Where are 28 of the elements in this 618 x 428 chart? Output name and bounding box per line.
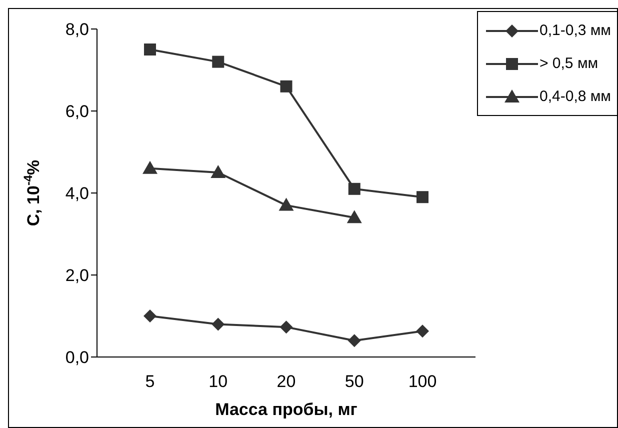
point xyxy=(212,318,225,331)
legend-label: 0,1-0,3 мм xyxy=(540,22,611,39)
x-tick-label: 50 xyxy=(344,372,364,392)
y-tick-label: 8,0 xyxy=(65,20,89,40)
x-tick-label: 20 xyxy=(276,372,296,392)
y-tick-label: 4,0 xyxy=(65,184,89,204)
point xyxy=(280,320,293,334)
y-tick-label: 0,0 xyxy=(65,348,89,368)
point xyxy=(280,80,292,92)
point xyxy=(142,160,158,174)
point xyxy=(348,182,360,195)
point xyxy=(144,44,156,56)
x-tick-label: 100 xyxy=(408,372,437,392)
point xyxy=(212,56,224,68)
point xyxy=(346,210,362,224)
point xyxy=(416,191,428,204)
y-tick-label: 6,0 xyxy=(65,102,89,122)
x-axis-title: Масса пробы, мг xyxy=(215,400,358,419)
point xyxy=(348,334,361,348)
x-tick-label: 10 xyxy=(208,372,228,392)
point xyxy=(144,310,156,322)
point xyxy=(278,198,294,211)
legend-label: > 0,5 мм xyxy=(540,55,598,72)
point xyxy=(210,165,226,178)
legend-label: 0,4-0,8 мм xyxy=(540,88,611,105)
y-tick-label: 2,0 xyxy=(65,266,89,286)
x-tick-label: 5 xyxy=(145,372,155,392)
point xyxy=(416,324,429,338)
